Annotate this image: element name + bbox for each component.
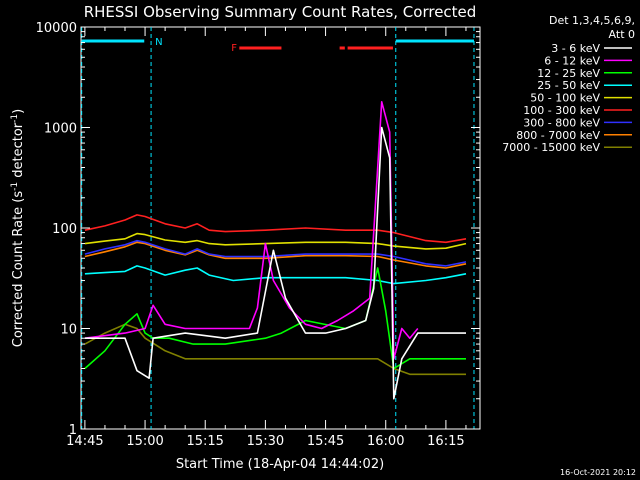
legend-label: 50 - 100 keV xyxy=(530,92,600,105)
y-axis: 1 10 100 1000 10000 xyxy=(36,21,480,438)
flare-flags: F xyxy=(231,43,393,54)
series-layer xyxy=(84,101,467,400)
x-tick-label: 16:00 xyxy=(367,434,404,449)
y-tick-label: 10000 xyxy=(36,21,77,36)
night-flags: N xyxy=(81,27,475,429)
legend-label: 100 - 300 keV xyxy=(523,104,600,117)
y-tick-label: 100 xyxy=(52,222,77,237)
legend-label: 800 - 7000 keV xyxy=(516,129,600,142)
series-line xyxy=(84,241,467,269)
x-tick-label: 15:45 xyxy=(307,434,344,449)
series-line xyxy=(84,126,466,400)
plot-frame xyxy=(80,26,481,430)
legend-label: 6 - 12 keV xyxy=(544,54,600,67)
y-tick-label: 1 xyxy=(69,423,77,438)
night-flag-label: N xyxy=(155,37,162,48)
x-axis: 14:45 15:00 15:15 15:30 15:45 16:00 16:15 xyxy=(66,27,467,449)
chart-title: RHESSI Observing Summary Count Rates, Co… xyxy=(84,3,477,21)
legend-label: 7000 - 15000 keV xyxy=(502,141,600,154)
legend-label: 3 - 6 keV xyxy=(551,42,600,55)
legend-label: 300 - 800 keV xyxy=(523,116,600,129)
series-line xyxy=(84,232,467,250)
flare-flag-label: F xyxy=(231,43,237,54)
series-line xyxy=(84,214,467,244)
detectors-label: Det 1,3,4,5,6,9, xyxy=(549,14,635,27)
legend-label: 25 - 50 keV xyxy=(537,79,600,92)
series-line xyxy=(84,265,467,285)
legend-label: 12 - 25 keV xyxy=(537,67,600,80)
x-tick-label: 16:15 xyxy=(427,434,464,449)
render-timestamp: 16-Oct-2021 20:12 xyxy=(560,468,636,477)
x-tick-label: 15:00 xyxy=(126,434,163,449)
x-axis-label: Start Time (18-Apr-04 14:44:02) xyxy=(176,457,384,472)
series-line xyxy=(84,323,466,376)
x-tick-label: 15:30 xyxy=(247,434,284,449)
x-tick-label: 14:45 xyxy=(66,434,103,449)
attenuator-label: Att 0 xyxy=(609,28,635,41)
x-tick-label: 15:15 xyxy=(186,434,223,449)
y-tick-label: 1000 xyxy=(44,122,77,137)
y-tick-label: 10 xyxy=(60,323,77,338)
y-axis-label: Corrected Count Rate (s-1 detector-1) xyxy=(10,109,26,347)
series-line xyxy=(84,239,467,267)
